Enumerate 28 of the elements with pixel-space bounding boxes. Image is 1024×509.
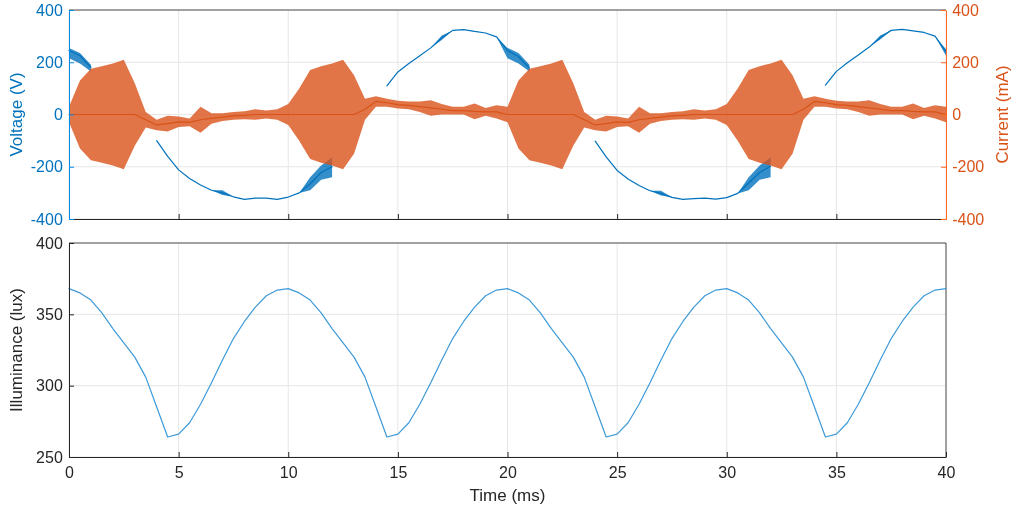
x-axis-title: Time (ms) (469, 486, 546, 505)
y2-tick-label: -200 (952, 158, 985, 176)
y-tick-label: 250 (36, 448, 63, 466)
y2-tick-label: 0 (952, 106, 962, 124)
x-tick-label: 20 (499, 463, 517, 481)
y-tick-label: -200 (30, 158, 63, 176)
y-tick-label: 350 (36, 305, 63, 323)
y-tick-label: 200 (36, 53, 63, 71)
y-tick-label: 400 (36, 234, 63, 252)
x-tick-label: 40 (937, 463, 956, 481)
y-axis-title: Illuminance (lux) (7, 288, 26, 412)
y-tick-label: -400 (30, 210, 63, 228)
y-tick-label: 400 (36, 1, 63, 19)
y-axis-title: Voltage (V) (7, 72, 26, 157)
y2-tick-label: 200 (952, 53, 979, 71)
y2-axis-title: Current (mA) (993, 65, 1012, 164)
x-tick-label: 15 (389, 463, 408, 481)
y2-tick-label: 400 (952, 1, 979, 19)
x-tick-label: 0 (65, 463, 75, 481)
y-tick-label: 300 (36, 377, 63, 395)
x-tick-label: 30 (718, 463, 737, 481)
x-tick-label: 10 (279, 463, 298, 481)
y2-tick-label: -400 (952, 210, 985, 228)
x-tick-label: 35 (827, 463, 846, 481)
line-series (68, 288, 947, 438)
y-tick-label: 0 (53, 106, 63, 124)
x-tick-label: 25 (608, 463, 627, 481)
x-tick-label: 5 (174, 463, 184, 481)
